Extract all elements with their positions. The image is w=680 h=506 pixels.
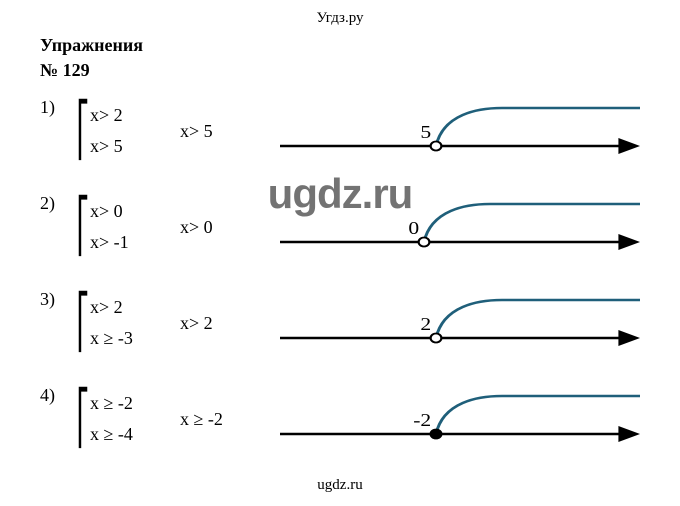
brace-icon: ⎡ [77, 297, 90, 349]
row-number: 3) [40, 285, 70, 310]
section-title: Упражнения [40, 35, 640, 56]
inequality-line-2: x ≥ -3 [90, 328, 133, 349]
system-lines: x> 2 x ≥ -3 [90, 297, 133, 349]
inequality-line-1: x> 0 [90, 201, 129, 222]
problem-number: № 129 [40, 60, 640, 81]
row-number: 1) [40, 93, 70, 118]
system-lines: x> 0 x> -1 [90, 201, 129, 253]
number-line-chart: 0 [280, 192, 640, 262]
system-column: ⎡x> 2 x> 5 [70, 105, 180, 157]
result-column: x ≥ -2 [180, 409, 280, 430]
footer-site: ugdz.ru [40, 477, 640, 494]
row-number: 4) [40, 381, 70, 406]
result-column: x> 0 [180, 217, 280, 238]
row-number: 2) [40, 189, 70, 214]
result-column: x> 2 [180, 313, 280, 334]
number-line-chart: -2 [280, 384, 640, 454]
brace-icon: ⎡ [77, 105, 90, 157]
brace-icon: ⎡ [77, 393, 90, 445]
exercise-row: 1) ⎡x> 2 x> 5 x> 5 5 [40, 93, 640, 169]
exercise-row: 3)⎡x> 2x ≥ -3x> 22 [40, 285, 640, 361]
inequality-line-1: x> 2 [90, 105, 123, 126]
inequality-line-2: x> 5 [90, 136, 123, 157]
svg-text:0: 0 [408, 219, 419, 239]
inequality-line-1: x ≥ -2 [90, 393, 133, 414]
result-column: x> 5 [180, 121, 280, 142]
svg-text:5: 5 [420, 123, 431, 143]
brace-icon: ⎡ [77, 201, 90, 253]
exercise-row: 4)⎡x ≥ -2x ≥ -4x ≥ -2-2 [40, 381, 640, 457]
inequality-line-2: x ≥ -4 [90, 424, 133, 445]
system-column: ⎡x> 2 x ≥ -3 [70, 297, 180, 349]
inequality-line-1: x> 2 [90, 297, 133, 318]
inequality-line-2: x> -1 [90, 232, 129, 253]
number-line-chart: 2 [280, 288, 640, 358]
system-column: ⎡x ≥ -2 x ≥ -4 [70, 393, 180, 445]
header-site: Угдз.ру [40, 10, 640, 27]
number-line-chart: 5 [280, 96, 640, 166]
system-lines: x ≥ -2 x ≥ -4 [90, 393, 133, 445]
exercise-row: 2)⎡x> 0x> -1x> 00 [40, 189, 640, 265]
svg-text:-2: -2 [413, 411, 431, 431]
system-lines: x> 2 x> 5 [90, 105, 123, 157]
system-column: ⎡x> 0 x> -1 [70, 201, 180, 253]
svg-text:2: 2 [420, 315, 431, 335]
rows-container: 1)⎡x> 2x> 5x> 552)⎡x> 0x> -1x> 003)⎡x> 2… [40, 93, 640, 457]
